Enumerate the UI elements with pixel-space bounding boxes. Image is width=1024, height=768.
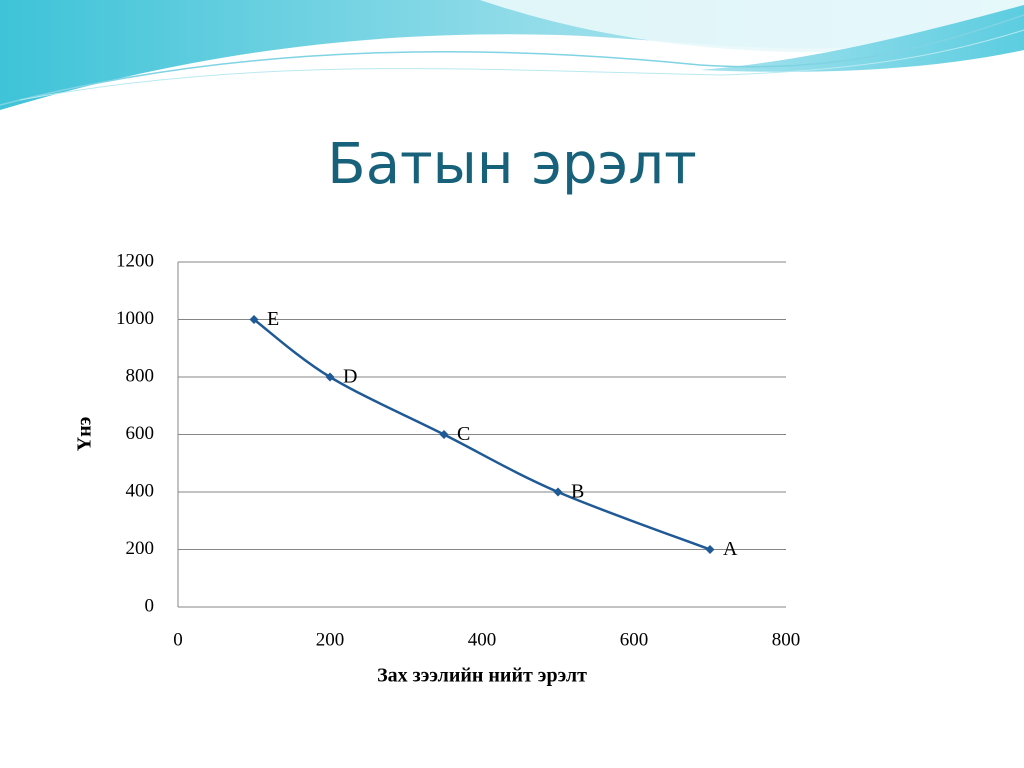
point-label: E: [267, 308, 279, 330]
y-tick-label: 1000: [116, 308, 154, 329]
data-point: [553, 487, 563, 497]
data-point: [325, 372, 335, 382]
y-tick-label: 200: [126, 538, 155, 559]
y-tick-label: 1200: [116, 250, 154, 271]
y-tick-label: 400: [126, 480, 155, 501]
series-line: [253, 318, 711, 551]
point-label: C: [457, 423, 470, 445]
y-tick-label: 800: [126, 365, 155, 386]
y-tick-label: 600: [126, 423, 155, 444]
header-line: [0, 14, 1024, 106]
data-point: [249, 315, 259, 324]
x-tick-label: 0: [173, 629, 183, 650]
slide-title: Батын эрэлт: [327, 132, 696, 197]
y-tick-label: 0: [145, 595, 155, 616]
data-point: [705, 545, 715, 554]
point-label: D: [343, 366, 357, 388]
x-tick-label: 400: [468, 629, 497, 650]
x-tick-label: 200: [316, 629, 345, 650]
point-label: B: [571, 481, 584, 503]
header-wave-right: [700, 5, 1024, 72]
point-label: A: [723, 538, 738, 560]
y-axis-label: Үнэ: [74, 417, 96, 452]
x-axis-label: Зах зээлийн нийт эрэлт: [377, 665, 587, 687]
header-wave-light: [480, 0, 1024, 53]
x-tick-label: 600: [620, 629, 649, 650]
x-tick-label: 800: [772, 629, 801, 650]
data-point: [439, 430, 449, 439]
chart: 0 200 400 600 800 1000 1200 0 200 400 600 800 Зах зэ…: [74, 250, 801, 686]
header-line: [19, 29, 1024, 101]
